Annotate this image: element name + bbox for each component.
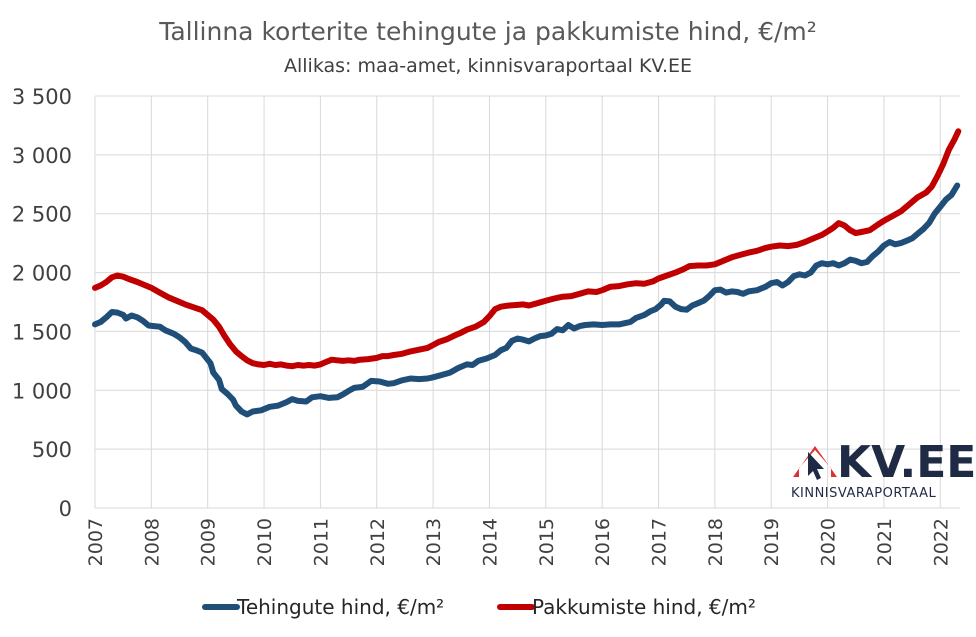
legend-label-pakkumiste: Pakkumiste hind, €/m² xyxy=(532,595,756,619)
x-tick-label: 2012 xyxy=(367,518,389,566)
x-tick-label: 2008 xyxy=(141,518,163,566)
x-tick-label: 2022 xyxy=(930,518,952,566)
y-tick-label: 1 000 xyxy=(12,379,72,403)
cursor-icon xyxy=(808,452,824,480)
chart-subtitle: Allikas: maa-amet, kinnisvaraportaal KV.… xyxy=(284,55,692,77)
x-tick-label: 2013 xyxy=(423,518,445,566)
y-tick-label: 2 500 xyxy=(12,203,72,227)
y-tick-label: 1 500 xyxy=(12,320,72,344)
x-tick-label: 2011 xyxy=(310,518,332,566)
y-tick-label: 2 000 xyxy=(12,262,72,286)
y-axis-ticks: 0 500 1 000 1 500 2 000 2 500 3 000 3 500 xyxy=(12,85,72,521)
chart-title: Tallinna korterite tehingute ja pakkumis… xyxy=(158,17,817,46)
y-tick-label: 3 500 xyxy=(12,85,72,109)
x-tick-label: 2010 xyxy=(254,518,276,566)
x-tick-label: 2015 xyxy=(536,518,558,566)
x-tick-label: 2014 xyxy=(479,518,501,566)
x-tick-label: 2021 xyxy=(874,518,896,566)
gridlines xyxy=(94,95,960,509)
series-line-1 xyxy=(92,128,962,370)
x-tick-label: 2019 xyxy=(761,518,783,566)
x-axis-ticks: 2007 2008 2009 2010 2011 2012 2013 2014 2015 2016… xyxy=(85,518,952,566)
logo-text: KV.EE xyxy=(837,437,976,488)
y-tick-label: 0 xyxy=(59,497,72,521)
y-tick-label: 500 xyxy=(32,438,72,462)
logo-subtext: KINNISVARAPORTAAL xyxy=(791,486,936,501)
x-tick-label: 2016 xyxy=(592,518,614,566)
x-tick-label: 2018 xyxy=(705,518,727,566)
house-icon xyxy=(793,446,837,477)
x-tick-label: 2009 xyxy=(198,518,220,566)
series-lines xyxy=(92,128,962,418)
legend-label-tehingute: Tehingute hind, €/m² xyxy=(236,595,444,619)
x-tick-label: 2017 xyxy=(649,518,671,566)
legend: Tehingute hind, €/m² Pakkumiste hind, €/… xyxy=(202,595,756,619)
kv-ee-logo: KV.EE KINNISVARAPORTAAL xyxy=(791,437,976,501)
x-tick-label: 2020 xyxy=(818,518,840,566)
y-tick-label: 3 000 xyxy=(12,144,72,168)
x-tick-label: 2007 xyxy=(85,518,107,566)
series-line-0 xyxy=(92,182,961,418)
